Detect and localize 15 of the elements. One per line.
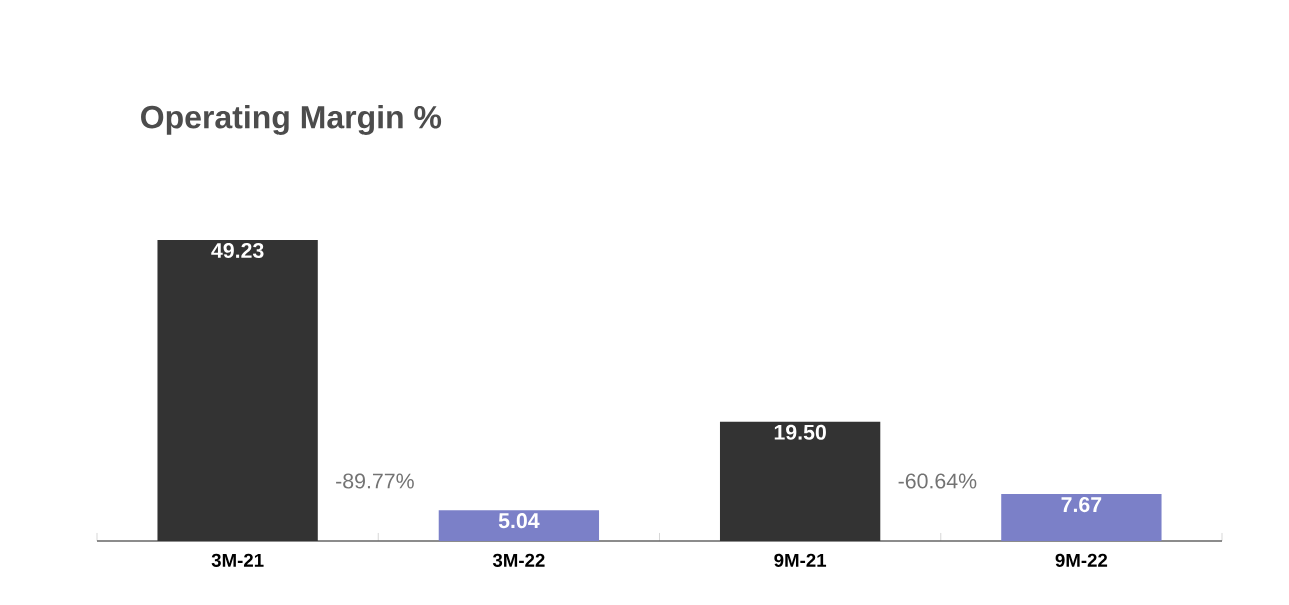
bar xyxy=(719,421,881,541)
bar xyxy=(438,510,600,541)
bar xyxy=(157,239,318,541)
x-tick-label: 3M-22 xyxy=(492,553,545,567)
x-tick-label: 9M-22 xyxy=(1055,553,1108,567)
x-tick-label: 3M-21 xyxy=(211,553,264,567)
x-tick-label: 9M-21 xyxy=(774,553,827,567)
annotation: -89.77% xyxy=(336,473,414,489)
data-label: 49.23 xyxy=(211,242,264,259)
data-label: 7.67 xyxy=(1061,497,1102,513)
annotation: -60.64% xyxy=(898,473,977,489)
bar xyxy=(1001,494,1162,541)
chart-title: Operating Margin % xyxy=(141,105,442,135)
data-label: 5.04 xyxy=(498,513,540,529)
data-label: 19.50 xyxy=(774,424,826,440)
